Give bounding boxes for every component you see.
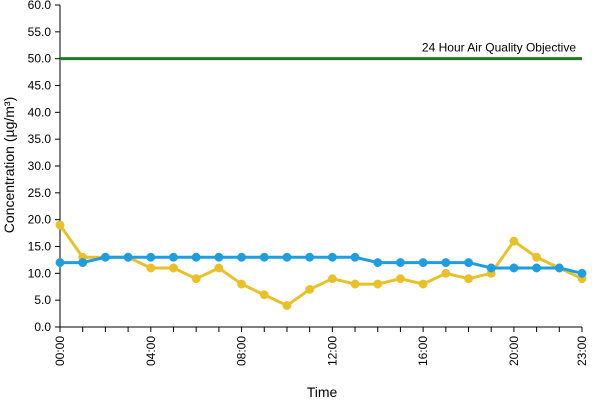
data-point xyxy=(373,258,383,268)
data-point xyxy=(305,252,315,262)
data-point xyxy=(305,284,315,294)
series-1 xyxy=(55,220,587,310)
x-tick-label: 08:00 xyxy=(235,336,249,366)
x-axis-title: Time xyxy=(307,384,338,400)
data-point xyxy=(486,263,496,273)
data-point xyxy=(509,263,519,273)
y-tick-label: 35.0 xyxy=(28,132,52,146)
data-point xyxy=(554,263,564,273)
data-point xyxy=(169,252,178,262)
data-point xyxy=(418,279,428,289)
data-point xyxy=(373,279,383,289)
y-tick-label: 10.0 xyxy=(28,266,52,280)
y-axis-title: Concentration (µg/m³) xyxy=(1,97,17,233)
y-tick-label: 30.0 xyxy=(28,159,52,173)
data-point xyxy=(395,258,405,268)
y-tick-label: 55.0 xyxy=(28,25,52,39)
x-tick-label: 12:00 xyxy=(325,336,339,366)
data-point xyxy=(214,263,224,273)
data-point xyxy=(350,252,360,262)
y-tick-label: 45.0 xyxy=(28,79,52,93)
data-series xyxy=(55,220,587,310)
objective-label: 24 Hour Air Quality Objective xyxy=(422,41,576,55)
data-point xyxy=(259,252,269,262)
x-axis: 00:00 04:00 08:00 12:00 16:00 20:00 23:00 xyxy=(53,326,589,366)
data-point xyxy=(214,252,224,262)
data-point xyxy=(100,252,110,262)
data-point xyxy=(146,263,156,273)
data-point xyxy=(532,263,542,273)
data-point xyxy=(395,274,405,284)
y-tick-label: 50.0 xyxy=(28,52,52,66)
data-point xyxy=(282,301,292,310)
data-point xyxy=(577,268,587,278)
x-tick-label: 00:00 xyxy=(53,336,67,366)
series-line xyxy=(60,255,583,275)
y-tick-label: 40.0 xyxy=(28,105,52,119)
data-point xyxy=(441,258,451,268)
data-point xyxy=(282,252,292,262)
data-point xyxy=(464,274,473,284)
data-point xyxy=(350,279,360,289)
y-tick-label: 60.0 xyxy=(28,0,52,12)
y-tick-label: 25.0 xyxy=(28,186,52,200)
data-point xyxy=(146,252,156,262)
data-point xyxy=(464,258,473,268)
data-point xyxy=(191,252,201,262)
data-point xyxy=(509,236,519,246)
data-point xyxy=(327,252,337,262)
data-point xyxy=(237,252,247,262)
data-point xyxy=(237,279,247,289)
data-point xyxy=(441,268,451,278)
data-point xyxy=(169,263,178,273)
series-2 xyxy=(55,252,587,278)
series-line xyxy=(58,224,583,308)
y-tick-label: 15.0 xyxy=(28,240,52,254)
data-point xyxy=(418,258,428,268)
data-point xyxy=(191,274,201,284)
x-tick-label: 04:00 xyxy=(144,336,158,366)
data-point xyxy=(123,252,133,262)
data-point xyxy=(78,258,88,268)
data-point xyxy=(55,258,65,268)
data-point xyxy=(259,290,269,300)
reference-lines: 24 Hour Air Quality Objective xyxy=(60,41,582,61)
data-point xyxy=(532,252,542,262)
x-tick-label: 23:00 xyxy=(575,336,589,366)
x-tick-label: 16:00 xyxy=(416,336,430,366)
x-tick-label: 20:00 xyxy=(507,336,521,366)
y-tick-label: 5.0 xyxy=(34,293,51,307)
y-axis: 0.0 5.0 10.0 15.0 20.0 25.0 30.0 35.0 40.0 45.0 50… xyxy=(28,0,61,334)
y-tick-label: 20.0 xyxy=(28,213,52,227)
data-point xyxy=(327,274,337,284)
data-point xyxy=(55,220,65,230)
y-tick-label: 0.0 xyxy=(34,320,51,334)
